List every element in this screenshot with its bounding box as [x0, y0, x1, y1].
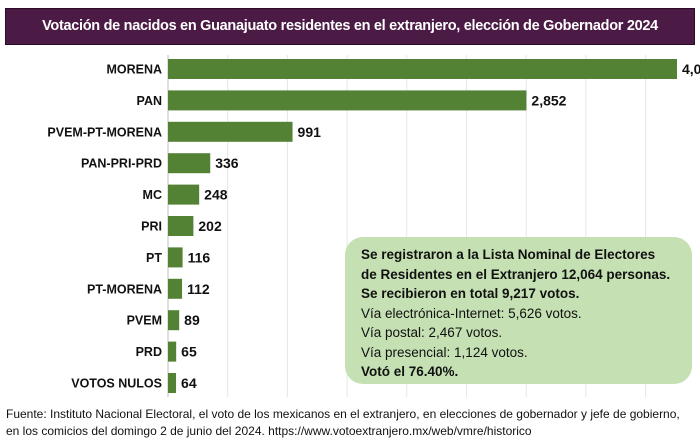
info-line: de Residentes en el Extranjero 12,064 pe…	[361, 266, 671, 282]
info-line: Vía electrónica-Internet: 5,626 votos.	[361, 305, 582, 321]
bar	[168, 216, 194, 236]
info-line: Se registraron a la Lista Nominal de Ele…	[361, 247, 656, 262]
value-label: 991	[298, 124, 322, 140]
bar	[168, 59, 677, 79]
source-footer: Fuente: Instituto Nacional Electoral, el…	[6, 407, 680, 438]
bar	[168, 121, 293, 142]
value-label: 202	[198, 218, 222, 234]
value-label: 116	[188, 249, 211, 265]
bar	[168, 153, 211, 174]
bar	[168, 373, 177, 393]
info-box: Se registraron a la Lista Nominal de Ele…	[345, 237, 692, 384]
bar	[168, 184, 200, 205]
bar	[168, 310, 180, 331]
info-line: Se recibieron en total 9,217 votos.	[361, 286, 580, 301]
value-label: 65	[181, 344, 197, 360]
value-label: 4,050	[682, 61, 700, 77]
value-label: 248	[204, 187, 228, 203]
category-label: PRI	[141, 220, 162, 234]
value-label: 112	[187, 281, 210, 297]
chart-title: Votación de nacidos en Guanajuato reside…	[5, 8, 695, 45]
category-label: PAN	[137, 94, 162, 108]
value-label: 2,852	[531, 92, 566, 108]
category-label: PT	[146, 251, 162, 265]
info-line: Vía postal: 2,467 votos.	[361, 325, 503, 340]
bar	[168, 247, 183, 268]
bar-chart: MORENA 4,050 PAN 2,852 PVEM-PT-MORENA 991 PAN-…	[47, 55, 700, 397]
value-label: 89	[184, 312, 200, 328]
bar	[168, 90, 527, 111]
category-label: PVEM	[127, 314, 162, 328]
category-label: PRD	[136, 345, 162, 359]
value-label: 336	[215, 155, 239, 171]
value-label: 64	[181, 375, 197, 391]
category-label: MC	[143, 188, 162, 202]
info-line: Votó el 76.40%.	[361, 364, 459, 379]
info-line: Vía presencial: 1,124 votos.	[361, 344, 528, 360]
category-label: VOTOS NULOS	[71, 377, 162, 391]
category-label: PVEM-PT-MORENA	[47, 125, 162, 139]
category-label: PAN-PRI-PRD	[81, 157, 162, 171]
category-label: MORENA	[106, 63, 162, 77]
bar	[168, 341, 177, 362]
category-label: PT-MORENA	[87, 282, 162, 296]
bar	[168, 278, 183, 299]
